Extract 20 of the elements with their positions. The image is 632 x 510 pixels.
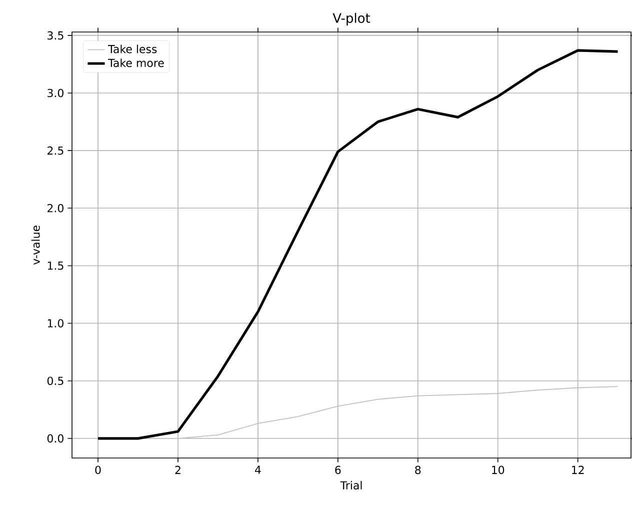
y-tick-label: 3.5: [48, 31, 64, 40]
y-tick-label: 1.0: [48, 319, 64, 328]
chart-title: V-plot: [332, 12, 370, 26]
x-tick-label: 6: [335, 466, 341, 474]
x-tick-label: 12: [572, 466, 584, 474]
y-axis-title: v-value: [31, 226, 40, 265]
x-tick-label: 8: [415, 466, 421, 474]
y-tick-label: 3.0: [48, 88, 64, 98]
x-tick-label: 4: [254, 466, 261, 474]
x-tick-label: 2: [175, 466, 180, 474]
y-tick-label: 0.0: [47, 434, 64, 443]
x-axis-title: Trial: [340, 480, 362, 490]
y-tick-label: 2.0: [48, 204, 64, 212]
legend-label: Take more: [108, 58, 164, 68]
legend-label: Take less: [108, 44, 157, 54]
x-tick-label: 10: [492, 466, 504, 474]
y-tick-label: 1.5: [48, 262, 64, 270]
y-tick-label: 2.5: [48, 146, 64, 155]
x-tick-label: 0: [95, 466, 101, 474]
y-tick-label: 0.5: [47, 376, 64, 386]
